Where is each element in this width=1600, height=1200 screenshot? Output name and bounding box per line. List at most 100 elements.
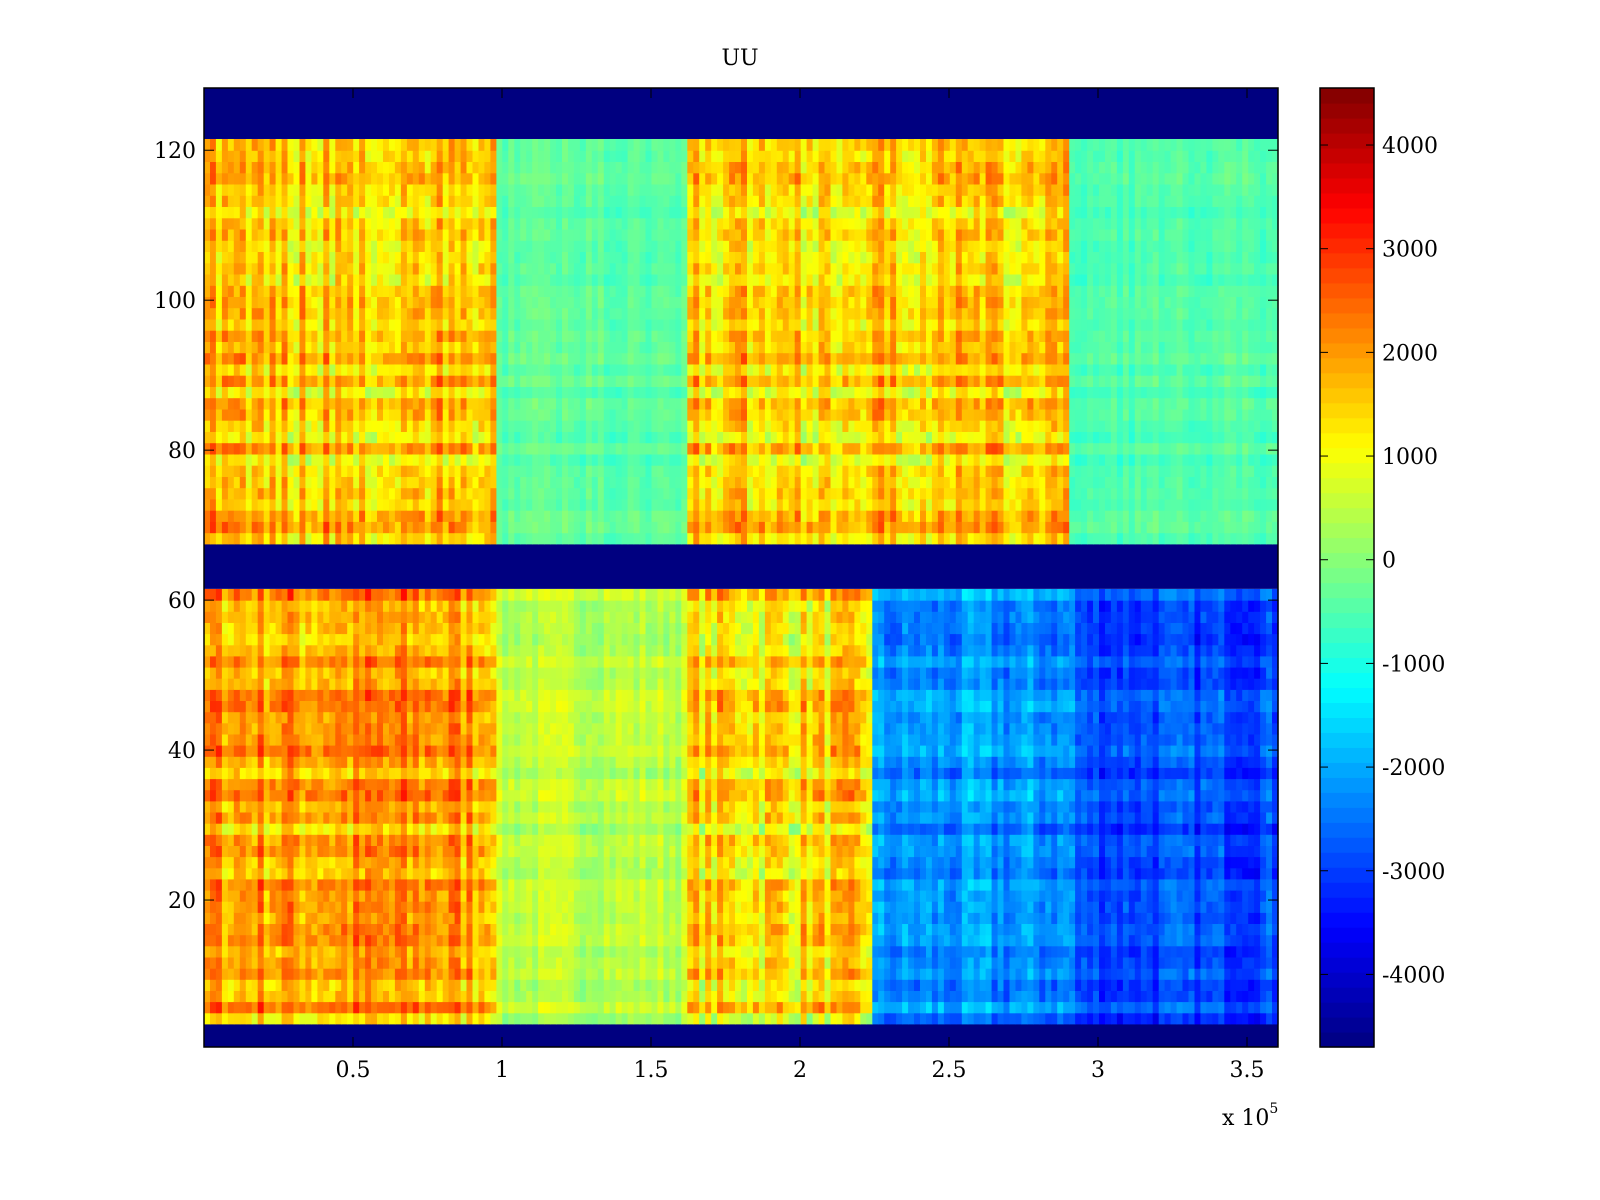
heatmap-cell xyxy=(669,1012,676,1025)
heatmap-cell xyxy=(448,889,456,902)
heatmap-cell xyxy=(657,700,665,713)
heatmap-cell xyxy=(466,856,474,869)
heatmap-cell xyxy=(239,845,247,858)
heatmap-cell xyxy=(269,767,277,780)
heatmap-cell xyxy=(729,689,736,701)
heatmap-cell xyxy=(824,655,832,668)
heatmap-cell xyxy=(317,745,324,757)
heatmap-cell xyxy=(579,923,587,936)
heatmap-cell xyxy=(758,834,766,846)
heatmap-cell xyxy=(448,990,456,1003)
heatmap-cell xyxy=(520,1012,527,1025)
heatmap-cell xyxy=(770,767,778,780)
heatmap-cell xyxy=(311,711,318,724)
heatmap-cell xyxy=(436,990,444,1003)
heatmap-cell xyxy=(275,867,283,880)
heatmap-cell xyxy=(514,956,521,969)
heatmap-cell xyxy=(383,622,390,635)
heatmap-cell xyxy=(866,633,873,646)
heatmap-cell xyxy=(800,611,808,623)
heatmap-cell xyxy=(538,588,545,601)
heatmap-cell xyxy=(406,968,414,980)
heatmap-cell xyxy=(579,666,587,679)
heatmap-cell xyxy=(729,800,736,813)
heatmap-cell xyxy=(311,722,318,735)
heatmap-cell xyxy=(890,968,897,980)
heatmap-cell xyxy=(568,800,575,813)
heatmap-cell xyxy=(454,901,462,913)
heatmap-cell xyxy=(394,979,402,991)
heatmap-cell xyxy=(466,945,474,958)
heatmap-cell xyxy=(627,800,635,813)
heatmap-cell xyxy=(257,767,265,780)
heatmap-cell xyxy=(436,778,444,791)
heatmap-cell xyxy=(800,1012,808,1025)
heatmap-cell xyxy=(681,644,688,657)
heatmap-cell xyxy=(758,666,766,679)
heatmap-cell xyxy=(329,1001,336,1014)
heatmap-cell xyxy=(227,1012,235,1025)
heatmap-cell xyxy=(687,733,694,746)
heatmap-cell xyxy=(287,834,295,846)
heatmap-cell xyxy=(717,878,724,891)
heatmap-cell xyxy=(204,700,211,713)
heatmap-cell xyxy=(323,867,330,880)
heatmap-cell xyxy=(842,990,849,1003)
heatmap-cell xyxy=(609,1012,617,1025)
heatmap-cell xyxy=(496,990,503,1003)
heatmap-cell xyxy=(794,611,802,623)
heatmap-cell xyxy=(239,1012,247,1025)
heatmap-cell xyxy=(758,722,766,735)
heatmap-cell xyxy=(896,811,903,824)
heatmap-cell xyxy=(675,689,682,701)
heatmap-cell xyxy=(448,767,456,780)
heatmap-cell xyxy=(568,644,575,657)
heatmap-cell xyxy=(693,633,700,646)
heatmap-cell xyxy=(239,722,247,735)
heatmap-cell xyxy=(436,845,444,858)
heatmap-cell xyxy=(830,756,838,768)
heatmap-cell xyxy=(377,778,384,791)
heatmap-cell xyxy=(723,856,730,869)
heatmap-cell xyxy=(699,678,706,690)
heatmap-cell xyxy=(371,878,378,891)
heatmap-cell xyxy=(681,845,688,858)
heatmap-cell xyxy=(568,678,575,690)
heatmap-cell xyxy=(341,633,348,646)
heatmap-cell xyxy=(412,611,420,623)
heatmap-cell xyxy=(752,678,760,690)
heatmap-cell xyxy=(824,979,832,991)
heatmap-cell xyxy=(293,655,301,668)
heatmap-cell xyxy=(902,856,909,869)
heatmap-cell xyxy=(472,733,480,746)
heatmap-cell xyxy=(609,733,617,746)
heatmap-cell xyxy=(848,811,855,824)
heatmap-cell xyxy=(824,622,832,635)
heatmap-cell xyxy=(860,600,867,612)
heatmap-cell xyxy=(848,934,855,947)
heatmap-cell xyxy=(424,666,432,679)
heatmap-cell xyxy=(699,745,706,757)
heatmap-cell xyxy=(359,745,366,757)
heatmap-cell xyxy=(884,666,891,679)
heatmap-cell xyxy=(735,945,742,958)
heatmap-cell xyxy=(681,878,688,891)
heatmap-cell xyxy=(317,990,324,1003)
heatmap-cell xyxy=(806,811,814,824)
heatmap-cell xyxy=(299,611,307,623)
heatmap-cell xyxy=(484,633,491,646)
heatmap-cell xyxy=(394,990,402,1003)
heatmap-cell xyxy=(836,633,844,646)
heatmap-cell xyxy=(860,867,867,880)
heatmap-cell xyxy=(699,633,706,646)
heatmap-cell xyxy=(502,956,509,969)
heatmap-cell xyxy=(520,689,527,701)
heatmap-cell xyxy=(681,1001,688,1014)
heatmap-cell xyxy=(705,856,712,869)
heatmap-cell xyxy=(860,789,867,802)
heatmap-cell xyxy=(227,644,235,657)
heatmap-cell xyxy=(741,700,748,713)
heatmap-cell xyxy=(305,767,312,780)
heatmap-cell xyxy=(794,756,802,768)
heatmap-cell xyxy=(520,1001,527,1014)
